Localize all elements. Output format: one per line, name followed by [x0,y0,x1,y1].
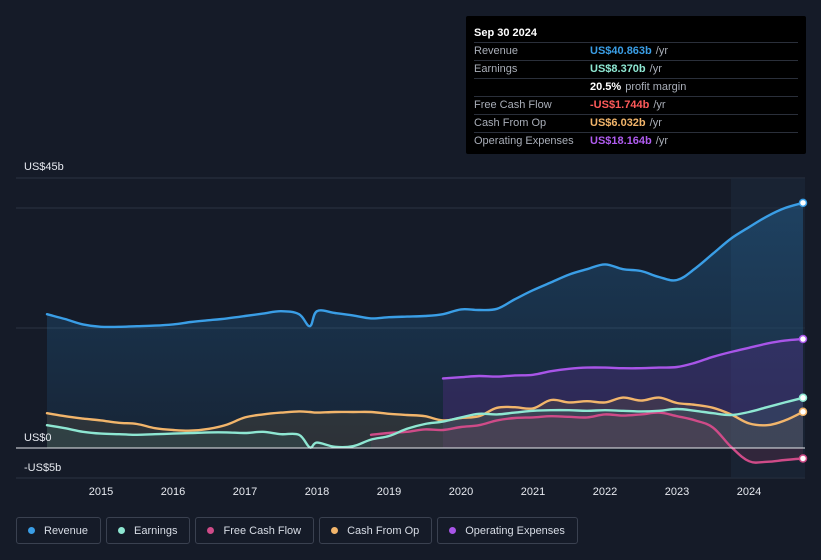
x-tick-label: 2017 [233,486,257,498]
tooltip-row: Earnings US$8.370b/yr [474,60,798,78]
cash-from-op-line [45,396,805,432]
tooltip-rows: Revenue US$40.863b/yr Earnings US$8.370b/yr… [474,42,798,150]
legend: Revenue Earnings Free Cash Flow Cash From O… [16,517,578,544]
legend-item[interactable]: Operating Expenses [437,517,578,544]
tooltip-row-unit: /yr [655,45,668,57]
free-cash-flow-line [369,411,805,464]
tooltip-row-label: Revenue [474,45,519,57]
legend-label: Revenue [44,524,89,537]
tooltip-row-value: US$8.370b [590,63,646,75]
x-tick-label: 2022 [593,486,617,498]
y-tick-label: US$45b [24,161,64,173]
tooltip-row-unit: /yr [655,135,668,147]
tooltip-row-label: Cash From Op [474,117,547,129]
operating-expenses-line [441,337,805,380]
x-tick-label: 2019 [377,486,401,498]
tooltip-row-value: 20.5% [590,81,622,93]
tooltip-row-value: -US$1.744b [590,99,650,111]
x-tick-label: 2018 [305,486,329,498]
tooltip-row-label: Operating Expenses [474,135,574,147]
legend-label: Operating Expenses [465,524,565,537]
free-cash-flow-end-point [798,454,808,463]
x-tick-label: 2023 [665,486,689,498]
earnings-line [45,396,805,449]
legend-dot-icon [449,527,457,534]
tooltip-row-value: US$40.863b [590,45,652,57]
tooltip-panel: Sep 30 2024 Revenue US$40.863b/yr Earnings… [466,16,806,154]
series-lines [45,201,805,464]
revenue-line [45,201,805,329]
tooltip-row-unit: /yr [649,63,662,75]
revenue-end-point [798,198,808,208]
tooltip-row-unit: profit margin [625,81,687,93]
legend-dot-icon [207,527,215,534]
x-tick-label: 2021 [521,486,545,498]
tooltip-row-label: Earnings [474,63,518,75]
tooltip-row: Operating Expenses US$18.164b/yr [474,132,798,150]
legend-label: Free Cash Flow [223,524,302,537]
legend-label: Earnings [134,524,178,537]
tooltip-row-value: US$18.164b [590,135,652,147]
x-tick-label: 2024 [737,486,761,498]
x-tick-label: 2016 [161,486,185,498]
tooltip-row: Free Cash Flow -US$1.744b/yr [474,96,798,114]
legend-label: Cash From Op [347,524,420,537]
operating-expenses-area [443,339,803,448]
legend-item[interactable]: Free Cash Flow [195,517,315,544]
x-tick-label: 2020 [449,486,473,498]
earnings-end-point [798,393,808,403]
free-cash-flow-area [371,412,803,463]
tooltip-row-label: Free Cash Flow [474,99,552,111]
operating-expenses-end-point [798,334,808,344]
y-tick-label: US$0 [24,432,52,444]
legend-dot-icon [331,527,339,534]
y-tick-label: -US$5b [24,462,61,474]
tooltip-row-unit: /yr [653,99,666,111]
legend-item[interactable]: Cash From Op [319,517,433,544]
earnings-area [47,397,803,448]
revenue-area [47,202,803,448]
tooltip-row: Revenue US$40.863b/yr [474,42,798,60]
y-axis-labels: US$45b US$0 -US$5b [24,161,64,474]
legend-item[interactable]: Revenue [16,517,102,544]
legend-dot-icon [118,527,126,534]
legend-dot-icon [28,527,35,534]
tooltip-row-unit: /yr [649,117,662,129]
legend-item[interactable]: Earnings [106,517,191,544]
tooltip-row: Cash From Op US$6.032b/yr [474,114,798,132]
tooltip-date: Sep 30 2024 [474,27,537,39]
series-end-markers [798,198,808,463]
x-axis-labels: 2015 2016 2017 2018 2019 2020 2021 2022 2023 2024 [89,486,761,498]
x-tick-label: 2015 [89,486,113,498]
tooltip-row-value: US$6.032b [590,117,646,129]
cash-from-op-end-point [798,407,808,417]
tooltip-row: 20.5% profit margin [474,78,798,96]
